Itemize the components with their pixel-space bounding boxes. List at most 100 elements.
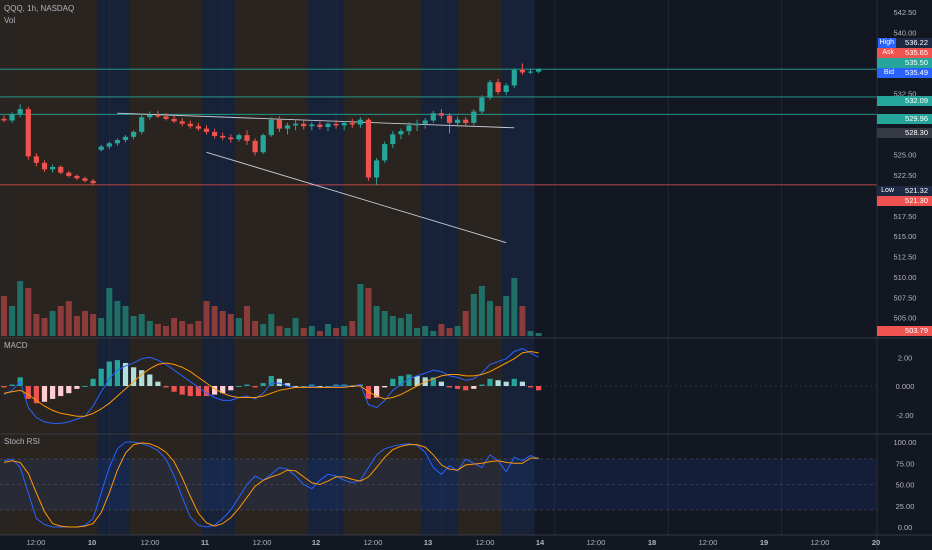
candle-body <box>430 113 436 121</box>
time-tick-label: 20 <box>872 538 880 547</box>
macd-histogram-bar <box>487 378 493 386</box>
macd-histogram-bar <box>106 361 112 386</box>
macd-histogram-bar <box>228 386 234 391</box>
candle-body <box>114 140 120 144</box>
macd-histogram-bar <box>463 386 469 391</box>
macd-histogram-bar <box>455 386 461 389</box>
macd-histogram-bar <box>147 374 153 386</box>
volume-bar <box>260 324 267 336</box>
volume-bar <box>446 328 453 336</box>
candle-body <box>147 114 153 118</box>
volume-bar <box>357 284 364 336</box>
volume-bar <box>41 318 48 336</box>
candle-body <box>333 123 339 126</box>
candle-body <box>187 123 193 127</box>
volume-bar <box>114 301 121 336</box>
volume-bar <box>276 326 283 336</box>
price-label: 503.79 <box>877 326 932 336</box>
volume-bar <box>227 314 234 336</box>
volume-bar <box>495 306 502 336</box>
macd-histogram-bar <box>122 363 129 386</box>
candle-body <box>438 113 444 116</box>
macd-histogram-bar <box>317 386 323 387</box>
candle-body <box>406 125 412 132</box>
price-label-tag: Low <box>879 186 896 196</box>
candle-body <box>58 166 64 173</box>
candle-body <box>398 131 404 135</box>
volume-bars <box>0 278 542 336</box>
volume-bar <box>195 321 202 336</box>
candle-body <box>163 116 169 119</box>
macd-histogram-bar <box>82 386 88 387</box>
session-band <box>344 0 422 535</box>
signal-line <box>3 350 539 417</box>
volume-bar <box>171 318 178 336</box>
volume-bar <box>438 324 445 336</box>
volume-bar <box>17 281 24 336</box>
macd-histogram-bar <box>406 374 412 386</box>
volume-bar <box>98 318 105 336</box>
macd-histogram-bar <box>50 386 56 399</box>
volume-bar <box>0 296 7 336</box>
price-label-value: 535.49 <box>905 68 928 77</box>
candle-body <box>317 124 323 128</box>
macd-histogram-bar <box>163 386 169 388</box>
price-label-value: 536.22 <box>905 38 928 47</box>
time-tick-label: 12:00 <box>811 538 830 547</box>
volume-bar <box>244 306 250 336</box>
stoch-tick-label: 100.00 <box>894 438 917 447</box>
macd-histogram-bar <box>155 381 161 386</box>
volume-bar <box>268 314 275 336</box>
price-label: 536.22 High <box>877 38 932 48</box>
candle-body <box>122 136 129 141</box>
session-band <box>502 0 535 535</box>
volume-bar <box>300 328 307 336</box>
price-tick-label: 525.00 <box>894 151 917 160</box>
session-band <box>307 0 345 535</box>
session-band <box>457 0 503 535</box>
candle-body <box>365 119 372 178</box>
candle-body <box>527 71 534 73</box>
stoch-tick-label: 0.00 <box>898 523 913 532</box>
macd-histogram-bar <box>203 386 210 397</box>
price-label-tag: Bid <box>881 68 896 78</box>
volume-bar <box>252 321 259 336</box>
time-tick-label: 12:00 <box>253 538 272 547</box>
price-label: 535.65 Ask <box>877 48 932 58</box>
price-label: 521.30 <box>877 196 932 206</box>
price-label: 521.32 Low <box>877 186 932 196</box>
time-tick-label: 12:00 <box>364 538 383 547</box>
candle-body <box>301 123 307 127</box>
stoch-tick-label: 75.00 <box>896 459 915 468</box>
candle-body <box>414 123 420 126</box>
volume-bar <box>381 311 388 336</box>
price-tick-label: 517.50 <box>894 212 917 221</box>
stoch-rsi-label: Stoch RSI <box>4 437 41 446</box>
time-axis: 12:00 10 12:00 11 12:00 12 12:00 13 12:00 14 12:00… <box>27 538 881 547</box>
candle-body <box>422 120 428 124</box>
price-label-tag: Ask <box>880 48 896 58</box>
volume-bar <box>138 314 145 336</box>
candle-body <box>503 85 509 92</box>
candle-body <box>74 175 80 179</box>
macd-histogram-bar <box>479 384 485 386</box>
macd-tick-label: -2.00 <box>896 411 913 420</box>
price-label-value: 503.79 <box>905 326 928 335</box>
price-label-value: 528.30 <box>905 128 928 137</box>
macd-histogram-bar <box>179 386 185 395</box>
macd-histogram-bar <box>9 384 15 386</box>
macd-line <box>3 348 539 424</box>
price-axis: 542.50540.00537.50532.50527.50525.00522.… <box>894 8 917 532</box>
price-label: 528.30 <box>877 128 932 138</box>
volume-bar <box>349 321 356 336</box>
candle-body <box>349 122 355 125</box>
macd-histogram-bar <box>66 386 72 394</box>
volume-bar <box>454 326 461 336</box>
volume-bar <box>163 326 169 336</box>
stoch-tick-label: 50.00 <box>896 481 915 490</box>
volume-bar <box>219 311 226 336</box>
stoch-tick-label: 25.00 <box>896 502 915 511</box>
volume-bar <box>203 301 210 336</box>
macd-histogram-bar <box>131 367 137 386</box>
